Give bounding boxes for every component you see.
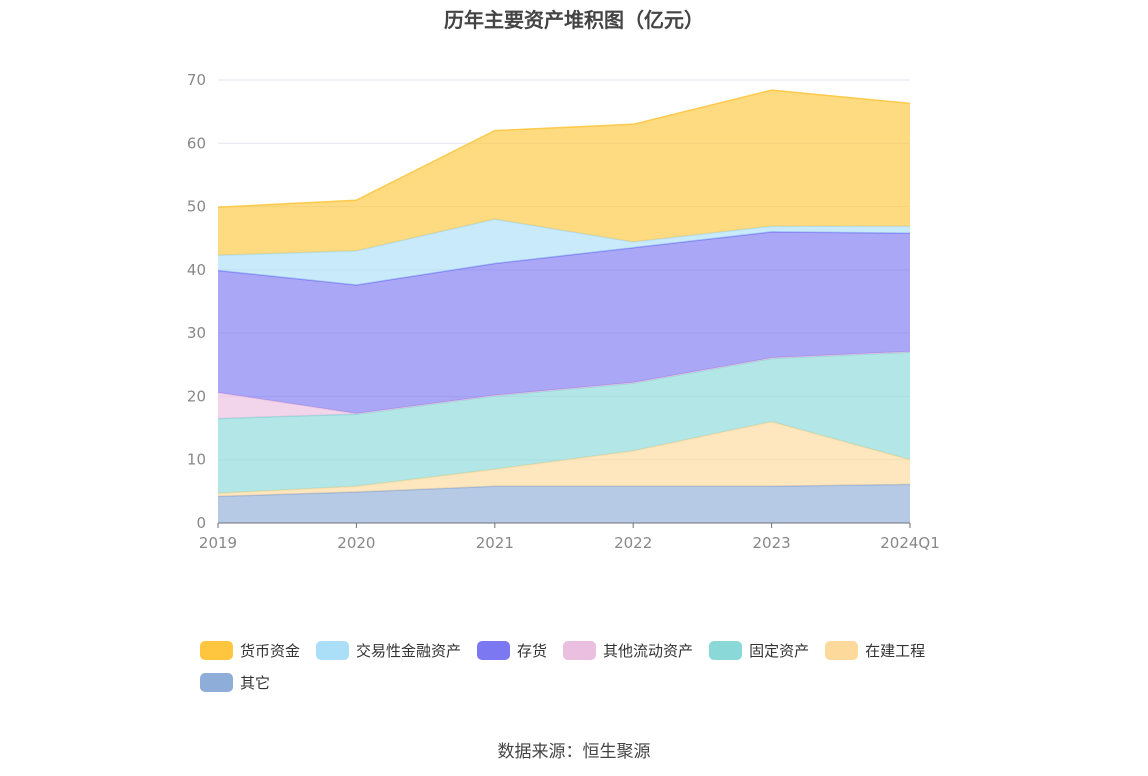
y-tick-label: 70 xyxy=(187,71,206,89)
legend-label: 其它 xyxy=(240,673,271,692)
legend-label: 其他流动资产 xyxy=(603,641,694,660)
y-axis: 0 10 20 30 40 50 60 70 xyxy=(187,71,206,532)
legend-swatch xyxy=(825,640,859,660)
legend-swatch xyxy=(200,672,233,692)
legend-label: 固定资产 xyxy=(749,641,810,660)
y-tick-label: 20 xyxy=(187,387,206,405)
source-note: 数据来源：恒生聚源 xyxy=(497,742,651,762)
legend-swatch xyxy=(709,640,743,660)
legend-item[interactable]: 货币资金 xyxy=(200,639,300,661)
legend-swatch xyxy=(477,640,511,660)
x-tick-label: 2021 xyxy=(476,534,514,552)
y-tick-label: 60 xyxy=(187,134,206,152)
legend-swatch xyxy=(316,640,350,660)
area-series xyxy=(217,89,911,523)
legend-swatch xyxy=(563,640,597,660)
legend-item[interactable]: 存货 xyxy=(477,639,547,661)
area-series-3[interactable] xyxy=(218,351,910,419)
legend-label: 存货 xyxy=(517,641,548,660)
y-tick-label: 40 xyxy=(187,261,206,279)
x-axis: 2019 2020 2021 2022 2023 2024Q1 xyxy=(199,522,940,552)
y-tick-label: 30 xyxy=(187,324,206,342)
legend-item[interactable]: 交易性金融资产 xyxy=(316,639,461,661)
legend: 货币资金 交易性金融资产 存货 其他流动资产 固定资产 在建工程其它 xyxy=(200,639,960,693)
y-tick-label: 10 xyxy=(187,451,206,469)
area-series-5[interactable] xyxy=(218,219,910,285)
area-series-6[interactable] xyxy=(218,90,910,256)
area-series-line-6 xyxy=(217,89,911,208)
legend-item[interactable]: 在建工程 xyxy=(825,639,925,661)
chart-title: 历年主要资产堆积图（亿元） xyxy=(444,8,704,32)
legend-label: 交易性金融资产 xyxy=(356,641,462,660)
x-tick-label: 2022 xyxy=(614,534,652,552)
x-tick-label: 2024Q1 xyxy=(880,534,940,552)
legend-item[interactable]: 固定资产 xyxy=(709,639,809,661)
legend-label: 在建工程 xyxy=(865,641,926,660)
area-series-0[interactable] xyxy=(218,484,910,523)
x-tick-label: 2019 xyxy=(199,534,237,552)
legend-swatch xyxy=(200,640,233,660)
area-series-2[interactable] xyxy=(218,352,910,494)
y-tick-label: 50 xyxy=(187,198,206,216)
legend-label: 货币资金 xyxy=(240,641,301,660)
x-tick-label: 2020 xyxy=(337,534,375,552)
legend-item[interactable]: 其它 xyxy=(200,671,270,693)
area-series-line-4 xyxy=(217,231,911,286)
x-tick-label: 2023 xyxy=(753,534,791,552)
y-tick-label: 0 xyxy=(196,514,206,532)
area-series-1[interactable] xyxy=(218,421,910,497)
area-series-4[interactable] xyxy=(218,231,910,414)
legend-item[interactable]: 其他流动资产 xyxy=(563,639,693,661)
